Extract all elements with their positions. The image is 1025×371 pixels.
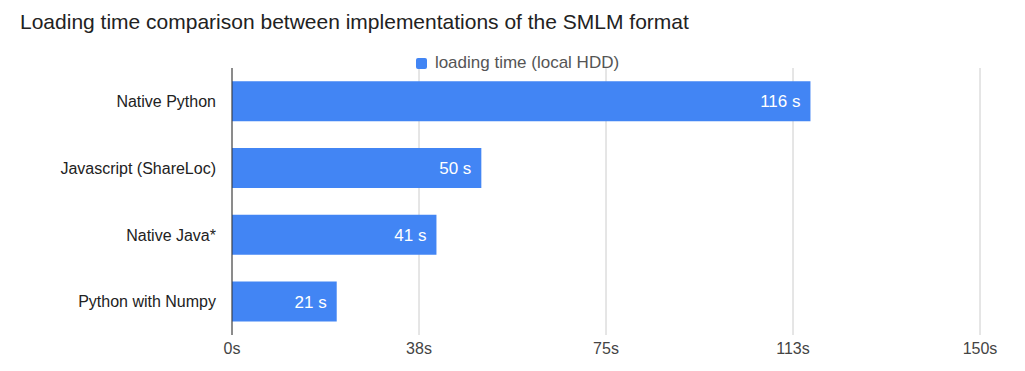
svg-text:41 s: 41 s <box>394 226 426 245</box>
svg-text:50 s: 50 s <box>439 159 471 178</box>
svg-text:38s: 38s <box>406 340 432 357</box>
svg-text:Python with Numpy: Python with Numpy <box>78 293 216 310</box>
svg-text:0s: 0s <box>224 340 241 357</box>
svg-text:75s: 75s <box>593 340 619 357</box>
html-text:Loading time comparison betwee: Loading time comparison between implemen… <box>20 10 689 33</box>
svg-text:Javascript (ShareLoc): Javascript (ShareLoc) <box>60 160 216 177</box>
html-text:loading time (local HDD): loading time (local HDD) <box>434 53 620 72</box>
svg-text:Native Python: Native Python <box>116 93 216 110</box>
svg-text:113s: 113s <box>776 340 810 357</box>
svg-text:Native Java*: Native Java* <box>126 227 216 244</box>
svg-text:116 s: 116 s <box>760 92 800 111</box>
svg-text:21 s: 21 s <box>295 293 327 312</box>
svg-text:150s: 150s <box>963 340 998 357</box>
